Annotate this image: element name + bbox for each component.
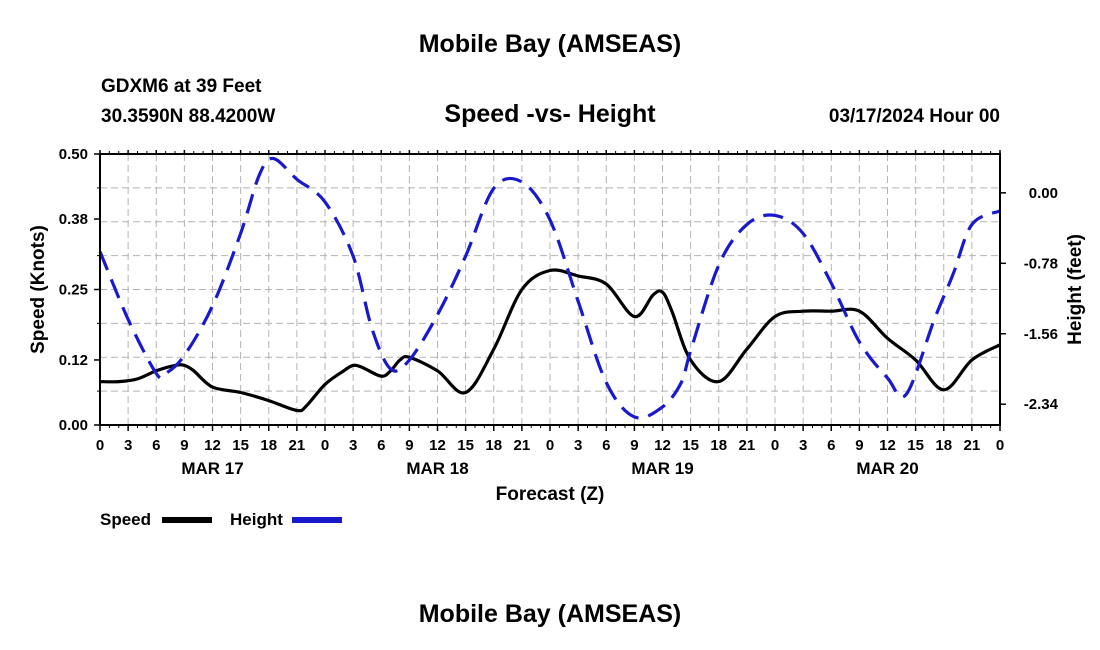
- x-tick-label: 18: [260, 437, 277, 454]
- day-label: MAR 18: [406, 459, 468, 478]
- chart-main-title: Mobile Bay (AMSEAS): [418, 30, 682, 58]
- x-tick-label: 0: [996, 437, 1004, 454]
- y-tick-label: 0.38: [59, 211, 88, 228]
- axis-layer: 0 3 6 9 12 15 18 21 0 3 6 9 12 15 18 21 0 3 6 9 12 15 18 21 0 3 6 9…: [59, 146, 1059, 478]
- x-tick-label: 3: [124, 437, 132, 454]
- forecast-datetime: 03/17/2024 Hour 00: [828, 106, 1000, 127]
- y2-tick-label: -1.56: [1024, 326, 1058, 343]
- chart-subtitle: Speed -vs- Height: [444, 100, 656, 128]
- day-label: MAR 19: [631, 459, 693, 478]
- legend-label-speed: Speed: [100, 510, 151, 529]
- speed-series-line: [99, 268, 1001, 413]
- legend: Speed Height: [100, 510, 342, 529]
- x-tick-label: 12: [429, 437, 446, 454]
- x-tick-label: 21: [739, 437, 756, 454]
- x-tick-label: 9: [630, 437, 638, 454]
- y-axis-label: Speed (Knots): [28, 225, 49, 354]
- x-tick-label: 12: [879, 437, 896, 454]
- x-tick-label: 3: [349, 437, 357, 454]
- x-tick-label: 18: [710, 437, 727, 454]
- x-axis-label: Forecast (Z): [496, 484, 605, 505]
- x-tick-label: 0: [771, 437, 779, 454]
- y2-tick-label: -0.78: [1024, 255, 1058, 272]
- station-coordinates: 30.3590N 88.4200W: [101, 106, 276, 127]
- x-tick-label: 0: [546, 437, 554, 454]
- second-chart-title: Mobile Bay (AMSEAS): [418, 600, 682, 628]
- x-tick-label: 12: [204, 437, 221, 454]
- x-tick-label: 15: [232, 437, 249, 454]
- x-tick-label: 9: [855, 437, 863, 454]
- y-tick-label: 0.50: [59, 146, 88, 163]
- x-tick-label: 3: [799, 437, 807, 454]
- y2-tick-label: 0.00: [1029, 185, 1058, 202]
- x-tick-label: 9: [405, 437, 413, 454]
- legend-label-height: Height: [230, 510, 283, 529]
- x-tick-label: 15: [682, 437, 699, 454]
- height-series-line: [98, 156, 1001, 420]
- x-tick-label: 18: [935, 437, 952, 454]
- grid-layer: [100, 154, 1000, 425]
- x-tick-label: 6: [377, 437, 385, 454]
- x-tick-label: 12: [654, 437, 671, 454]
- x-tick-label: 18: [485, 437, 502, 454]
- day-label: MAR 17: [181, 459, 243, 478]
- y-tick-label: 0.00: [59, 417, 88, 434]
- x-tick-label: 21: [514, 437, 531, 454]
- x-tick-label: 15: [907, 437, 924, 454]
- x-tick-label: 21: [289, 437, 306, 454]
- y2-tick-label: -2.34: [1024, 396, 1059, 413]
- series-layer: [98, 156, 1001, 420]
- x-tick-label: 6: [827, 437, 835, 454]
- x-tick-label: 9: [180, 437, 188, 454]
- y-tick-label: 0.25: [59, 282, 88, 299]
- x-tick-label: 3: [574, 437, 582, 454]
- day-label: MAR 20: [856, 459, 918, 478]
- x-tick-label: 0: [96, 437, 104, 454]
- y2-axis-label: Height (feet): [1065, 234, 1086, 345]
- x-tick-label: 6: [602, 437, 610, 454]
- x-tick-label: 15: [457, 437, 474, 454]
- x-tick-label: 21: [964, 437, 981, 454]
- station-name: GDXM6 at 39 Feet: [101, 76, 262, 97]
- y-tick-label: 0.12: [59, 352, 88, 369]
- x-tick-label: 6: [152, 437, 160, 454]
- x-tick-label: 0: [321, 437, 329, 454]
